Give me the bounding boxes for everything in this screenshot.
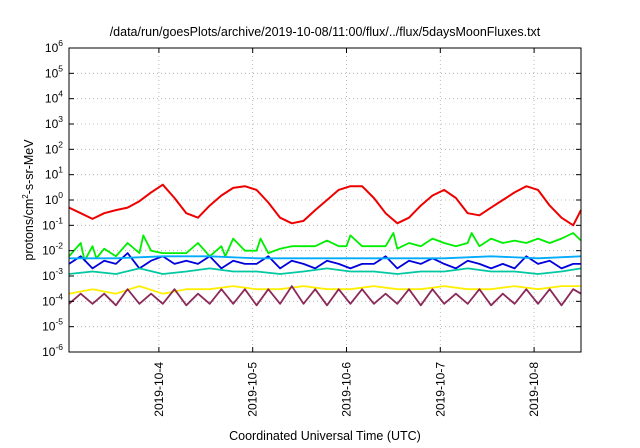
y-tick-label: 10-2 — [42, 241, 63, 258]
y-tick-label-base: 10 — [42, 294, 56, 308]
y-tick-label-base: 10 — [45, 117, 59, 131]
series-line-5 — [68, 267, 582, 275]
x-tick-label: 2019-10-7 — [433, 362, 447, 417]
y-tick-label: 10-5 — [42, 317, 63, 334]
y-tick-label-base: 10 — [42, 320, 56, 334]
y-tick-label: 101 — [45, 165, 63, 182]
series-line-7 — [68, 285, 582, 307]
y-axis-title-prefix: protons/cm — [22, 199, 36, 261]
y-tick-label-exp: 2 — [58, 139, 63, 149]
y-tick-label-exp: -2 — [55, 241, 63, 251]
y-tick-label: 10-1 — [42, 215, 63, 232]
y-tick-label: 106 — [45, 38, 63, 55]
series-line-3 — [68, 252, 581, 270]
y-tick-label-exp: -5 — [55, 317, 63, 327]
y-tick-label-exp: 1 — [58, 165, 63, 175]
y-tick-label: 104 — [45, 89, 63, 106]
y-tick-label: 102 — [45, 139, 63, 156]
y-tick-label-exp: 6 — [58, 38, 63, 48]
y-tick-label-base: 10 — [45, 168, 59, 182]
y-tick-label-base: 10 — [45, 92, 59, 106]
y-tick-label-exp: -6 — [55, 342, 63, 352]
y-tick-label-base: 10 — [45, 41, 59, 55]
y-tick-label-exp: -4 — [55, 291, 63, 301]
y-tick-label: 105 — [45, 63, 63, 80]
x-tick-label: 2019-10-8 — [527, 362, 541, 417]
y-tick-label-base: 10 — [45, 66, 59, 80]
y-axis-title-sup: 2 — [21, 194, 30, 199]
x-tick-label: 2019-10-4 — [152, 362, 166, 417]
y-tick-label-exp: 5 — [58, 63, 63, 73]
y-tick-label-exp: 0 — [58, 190, 63, 200]
y-axis-title: protons/cm2-s-sr-MeV — [21, 139, 36, 261]
y-tick-label-base: 10 — [45, 142, 59, 156]
y-tick-label-exp: -3 — [55, 266, 63, 276]
y-tick-label: 100 — [45, 190, 63, 207]
y-tick-label-exp: 4 — [58, 89, 63, 99]
y-tick-label: 10-6 — [42, 342, 63, 359]
y-tick-label-base: 10 — [45, 193, 59, 207]
series-line-6 — [68, 285, 581, 295]
x-axis-title: Coordinated Universal Time (UTC) — [229, 429, 421, 443]
grid-lines — [69, 48, 581, 352]
series-line-4 — [69, 255, 582, 260]
y-tick-label-base: 10 — [42, 244, 56, 258]
y-tick-label: 10-4 — [42, 291, 63, 308]
y-tick-label-base: 10 — [42, 269, 56, 283]
axes: 10-610-510-410-310-210-11001011021031041… — [42, 38, 581, 417]
chart-title: /data/run/goesPlots/archive/2019-10-08/1… — [110, 25, 541, 39]
y-tick-label: 10-3 — [42, 266, 63, 283]
x-tick-label: 2019-10-6 — [339, 362, 353, 417]
series-lines — [68, 183, 582, 307]
y-tick-label-base: 10 — [42, 345, 56, 359]
series-line-2 — [68, 232, 582, 262]
y-tick-label-exp: 3 — [58, 114, 63, 124]
y-tick-label-base: 10 — [42, 218, 56, 232]
y-axis-title-suffix: -s-sr-MeV — [22, 139, 36, 195]
y-tick-label: 103 — [45, 114, 63, 131]
series-line-1 — [68, 183, 582, 227]
x-tick-label: 2019-10-5 — [246, 362, 260, 417]
y-tick-label-exp: -1 — [55, 215, 63, 225]
